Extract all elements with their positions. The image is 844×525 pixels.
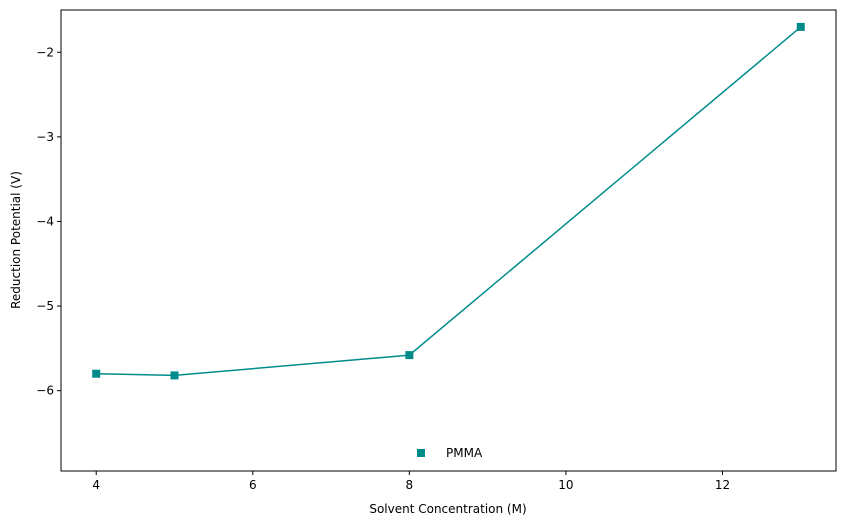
x-tick-label: 8 [406, 478, 414, 492]
y-tick-label: −2 [36, 45, 54, 59]
legend-marker [417, 449, 425, 457]
data-point [170, 371, 179, 380]
legend: PMMA [417, 446, 483, 460]
data-point [92, 369, 101, 378]
data-point [796, 22, 805, 31]
plot-frame [60, 9, 837, 472]
y-axis-ticks: −6 −5 −4 −3 −2 [36, 45, 61, 398]
y-tick-label: −4 [36, 214, 54, 228]
x-tick-label: 6 [249, 478, 257, 492]
x-axis-ticks: 4 6 8 10 12 [92, 471, 730, 492]
y-tick-label: −5 [36, 299, 54, 313]
plot-area [61, 10, 836, 471]
x-tick-label: 4 [92, 478, 100, 492]
x-axis-label: Solvent Concentration (M) [369, 502, 526, 516]
data-point [405, 351, 414, 360]
x-tick-label: 12 [715, 478, 730, 492]
y-tick-label: −3 [36, 130, 54, 144]
y-axis-label: Reduction Potential (V) [9, 171, 23, 309]
series-line-pmma [96, 26, 802, 377]
legend-label: PMMA [446, 446, 483, 460]
x-tick-label: 10 [558, 478, 573, 492]
y-tick-label: −6 [36, 384, 54, 398]
series-layer [92, 22, 805, 380]
